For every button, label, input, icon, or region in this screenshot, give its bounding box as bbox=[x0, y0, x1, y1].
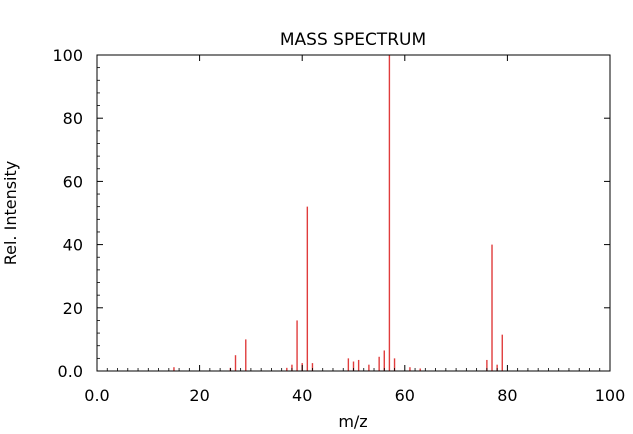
y-tick-label: 40 bbox=[63, 236, 83, 255]
y-tick-label: 100 bbox=[52, 46, 83, 65]
x-tick-label: 80 bbox=[497, 386, 517, 405]
x-tick-label: 60 bbox=[395, 386, 415, 405]
chart-title: MASS SPECTRUM bbox=[280, 30, 426, 50]
y-tick-label: 80 bbox=[63, 109, 83, 128]
plot-frame bbox=[96, 54, 611, 372]
ticks-layer: 0.0 20 40 60 80 100 0.0 20 40 60 80 100 bbox=[52, 46, 625, 405]
x-tick-label: 0.0 bbox=[84, 386, 109, 405]
peaks-layer bbox=[173, 55, 503, 371]
y-tick-label: 60 bbox=[63, 172, 83, 191]
x-tick-label: 20 bbox=[189, 386, 209, 405]
x-tick-label: 100 bbox=[595, 386, 626, 405]
x-axis-label: m/z bbox=[338, 412, 367, 431]
x-tick-label: 40 bbox=[292, 386, 312, 405]
y-axis-label: Rel. Intensity bbox=[1, 161, 20, 266]
y-tick-label: 0.0 bbox=[58, 362, 83, 381]
y-tick-label: 20 bbox=[63, 299, 83, 318]
